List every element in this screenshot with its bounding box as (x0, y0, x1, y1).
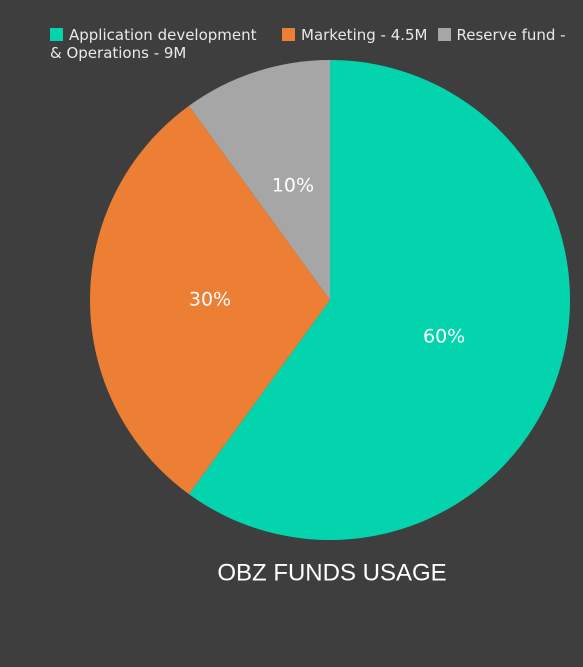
legend-label: Reserve fund - (456, 26, 566, 44)
legend-swatch (282, 28, 295, 41)
legend: Application development & Operations - 9… (50, 26, 583, 76)
legend-swatch (50, 28, 63, 41)
legend-label: Marketing - 4.5M (301, 26, 428, 44)
legend-item: Reserve fund - (437, 26, 566, 44)
legend-item: Marketing - 4.5M (282, 26, 428, 44)
pie-slice (89, 105, 330, 495)
legend-label: Application development & Operations - 9… (50, 26, 257, 62)
slice-label: 10% (272, 174, 314, 196)
legend-swatch (437, 28, 451, 41)
chart-title: OBZ FUNDS USAGE (217, 559, 446, 586)
pie-slice (188, 60, 330, 300)
slice-label: 60% (423, 326, 465, 348)
legend-item: Application development & Operations - 9… (50, 26, 272, 62)
pie-slice (188, 60, 570, 540)
slice-label: 30% (189, 289, 231, 311)
